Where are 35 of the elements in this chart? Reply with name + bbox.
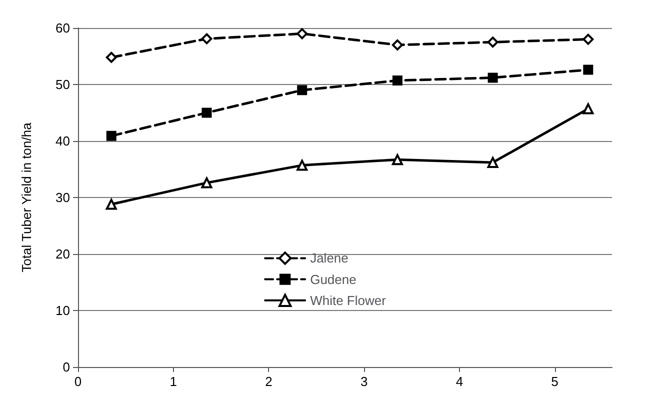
point: [583, 64, 594, 75]
point: [488, 72, 498, 83]
point: [296, 160, 308, 171]
legend-label: Gudene: [310, 272, 356, 287]
point: [487, 36, 498, 48]
x-tick-label: 0: [74, 374, 82, 389]
y-tick-label: 40: [56, 134, 70, 148]
point: [392, 76, 402, 86]
y-tick-label: 60: [56, 20, 70, 36]
legend-label: White Flower: [310, 292, 387, 308]
x-tick-label: 3: [360, 374, 368, 389]
point: [392, 39, 403, 50]
point: [297, 85, 308, 96]
y-tick-label: 0: [62, 360, 70, 374]
legend-label: Jalene: [310, 250, 348, 266]
point: [106, 130, 116, 141]
x-tick-label: 5: [551, 374, 558, 389]
y-tick-label: 20: [56, 246, 70, 262]
point: [582, 103, 594, 114]
point: [202, 108, 212, 118]
x-tick-label: 2: [265, 374, 272, 389]
point: [487, 156, 498, 168]
point: [392, 154, 403, 166]
point: [106, 198, 117, 210]
point: [296, 28, 308, 40]
y-tick-label: 10: [56, 303, 70, 318]
point: [201, 177, 212, 188]
point: [582, 34, 594, 45]
y-tick-label: 30: [56, 190, 70, 205]
y-tick-label: 50: [56, 77, 70, 92]
x-tick-label: 4: [456, 374, 464, 389]
point: [106, 52, 117, 63]
y-axis-title: Total Tuber Yield in ton/ha: [19, 122, 34, 272]
x-tick-label: 1: [170, 374, 177, 389]
point: [201, 33, 212, 44]
